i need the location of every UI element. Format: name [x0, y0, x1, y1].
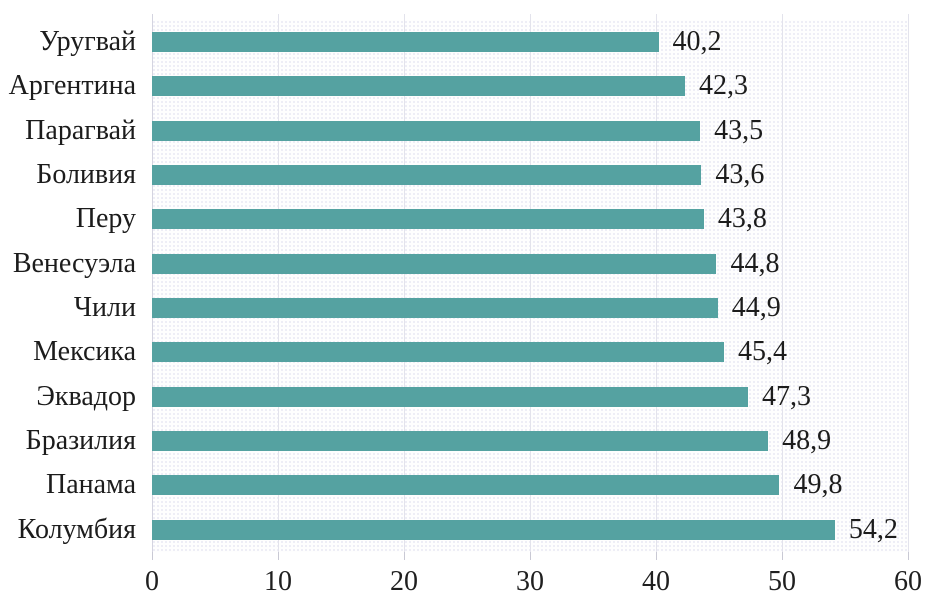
x-axis-tick-label: 50 — [768, 566, 796, 597]
category-label: Парагвай — [25, 114, 136, 146]
bar-row: 43,6 — [152, 153, 908, 197]
x-axis-tick-label: 60 — [894, 566, 922, 597]
bar-row: 43,8 — [152, 197, 908, 241]
bar: 42,3 — [152, 72, 748, 100]
bar-row: 48,9 — [152, 419, 908, 463]
bar-value-label: 48,9 — [782, 425, 832, 457]
category-label: Мексика — [33, 336, 136, 368]
bar-value-label: 44,9 — [731, 292, 781, 324]
bar-value-label: 43,8 — [717, 203, 767, 235]
bar-value-label: 47,3 — [761, 380, 811, 412]
x-axis-tick-label: 0 — [145, 566, 159, 597]
gridline — [908, 14, 909, 552]
axis-tick-mark — [656, 552, 657, 560]
bar: 44,9 — [152, 294, 781, 322]
gridline — [530, 14, 531, 552]
category-label: Уругвай — [39, 26, 136, 58]
bar: 43,8 — [152, 205, 767, 233]
category-label: Боливия — [36, 159, 136, 191]
bar: 43,5 — [152, 116, 763, 144]
bar-value-label: 49,8 — [793, 469, 843, 501]
bar: 43,6 — [152, 161, 764, 189]
category-label: Венесуэла — [12, 247, 136, 279]
gridline — [278, 14, 279, 552]
category-label: Колумбия — [17, 513, 136, 545]
bar-row: 43,5 — [152, 109, 908, 153]
bar-value-label: 45,4 — [738, 336, 788, 368]
category-label: Панама — [45, 469, 136, 501]
bar: 40,2 — [152, 28, 722, 56]
bar-row: 45,4 — [152, 330, 908, 374]
bar: 44,8 — [152, 249, 779, 277]
bar-value-label: 42,3 — [698, 70, 748, 102]
bar: 54,2 — [152, 515, 898, 543]
x-axis-tick-label: 40 — [642, 566, 670, 597]
axis-tick-mark — [530, 552, 531, 560]
gridline — [404, 14, 405, 552]
bars-layer: 40,2 42,3 43,5 43,6 43,8 44,8 44,9 45,4 … — [152, 20, 908, 552]
bar-row: 44,9 — [152, 286, 908, 330]
bar-row: 47,3 — [152, 375, 908, 419]
category-label: Аргентина — [8, 70, 136, 102]
bar: 48,9 — [152, 427, 831, 455]
bar-value-label: 40,2 — [672, 26, 722, 58]
bar-value-label: 43,5 — [714, 114, 764, 146]
x-axis-tick-label: 30 — [516, 566, 544, 597]
bar-row: 40,2 — [152, 20, 908, 64]
gridline — [152, 14, 153, 552]
axis-tick-mark — [782, 552, 783, 560]
y-axis-labels: Уругвай Аргентина Парагвай Боливия Перу Венес… — [0, 20, 146, 552]
bar-row: 54,2 — [152, 508, 908, 552]
bar: 49,8 — [152, 471, 842, 499]
bar-value-label: 54,2 — [848, 513, 898, 545]
axis-tick-mark — [278, 552, 279, 560]
bar-value-label: 44,8 — [730, 247, 780, 279]
plot-area: 40,2 42,3 43,5 43,6 43,8 44,8 44,9 45,4 … — [152, 14, 909, 560]
category-label: Чили — [73, 292, 136, 324]
gridline — [656, 14, 657, 552]
bar-value-label: 43,6 — [715, 159, 765, 191]
category-label: Перу — [75, 203, 136, 235]
bar: 45,4 — [152, 338, 787, 366]
category-label: Эквадор — [36, 380, 136, 412]
bar: 47,3 — [152, 382, 811, 410]
axis-tick-mark — [152, 552, 153, 560]
bar-row: 44,8 — [152, 242, 908, 286]
bar-row: 49,8 — [152, 463, 908, 507]
category-label: Бразилия — [25, 425, 136, 457]
axis-tick-mark — [908, 552, 909, 560]
x-axis: 0 10 20 30 40 50 60 — [145, 552, 922, 608]
gridline — [782, 14, 783, 552]
x-axis-tick-label: 10 — [264, 566, 292, 597]
x-axis-tick-label: 20 — [390, 566, 418, 597]
bar-row: 42,3 — [152, 64, 908, 108]
axis-tick-mark — [404, 552, 405, 560]
